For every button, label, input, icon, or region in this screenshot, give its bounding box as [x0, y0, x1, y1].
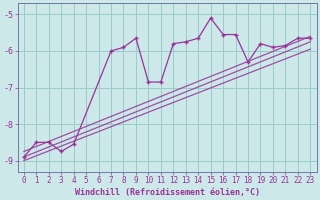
X-axis label: Windchill (Refroidissement éolien,°C): Windchill (Refroidissement éolien,°C) — [75, 188, 260, 197]
